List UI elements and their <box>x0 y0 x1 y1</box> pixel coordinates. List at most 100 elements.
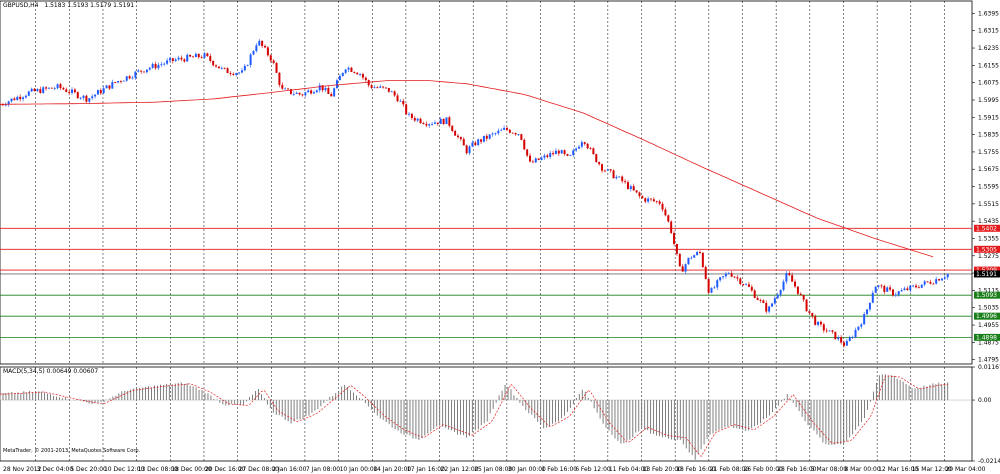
candle-body <box>454 130 457 136</box>
candle-body <box>370 85 373 88</box>
candle-body <box>217 66 220 69</box>
candle-body <box>722 276 725 278</box>
time-tick-label: 2 Jan 16:00 <box>272 466 306 473</box>
candle-body <box>845 340 848 346</box>
time-tick-label: 3 Dec 04:00 <box>37 466 74 473</box>
candle-body <box>529 155 532 162</box>
candle-body <box>47 87 50 89</box>
candle-body <box>834 331 837 340</box>
candle-body <box>497 130 500 134</box>
candle-body <box>33 88 36 92</box>
candle-body <box>266 47 269 56</box>
level-badges: 1.54021.53051.52091.51911.50931.49961.48… <box>974 224 1000 341</box>
candle-body <box>30 88 33 92</box>
candle-body <box>65 89 68 92</box>
candle-body <box>105 85 108 89</box>
candle-body <box>791 275 794 282</box>
level-badge <box>974 224 1000 232</box>
candle-body <box>903 288 906 291</box>
candle-body <box>494 133 497 135</box>
candle-body <box>713 287 716 289</box>
candle-body <box>416 118 419 121</box>
candle-body <box>615 176 618 179</box>
candle-body <box>667 215 670 222</box>
candle-body <box>255 45 258 52</box>
candle-body <box>278 72 281 85</box>
time-tick-label: 20 Dec 16:00 <box>205 466 246 473</box>
candle-body <box>580 142 583 147</box>
price-tick-label: 1.5915 <box>978 114 999 121</box>
candle-body <box>122 80 125 82</box>
candle-body <box>825 330 828 332</box>
time-tick-label: 26 Feb 00:00 <box>743 466 783 473</box>
candle-body <box>419 118 422 123</box>
candle-body <box>840 337 843 343</box>
candle-body <box>935 279 938 284</box>
candle-body <box>13 98 16 101</box>
candle-body <box>736 277 739 279</box>
candle-body <box>261 40 264 46</box>
candle-body <box>765 302 768 312</box>
candle-body <box>384 87 387 89</box>
time-tick-label: 28 Feb 16:00 <box>777 466 817 473</box>
candle-body <box>50 87 53 89</box>
candle-body <box>635 190 638 193</box>
time-tick-label: 13 Dec 08:00 <box>138 466 179 473</box>
candle-body <box>891 289 894 296</box>
macd-header: MACD(5,34,5) 0.00649 0.00607 <box>3 368 98 375</box>
candle-body <box>814 316 817 325</box>
candle-body <box>310 90 313 94</box>
candle-body <box>281 84 284 89</box>
candle-body <box>82 95 85 98</box>
candle-body <box>191 56 194 58</box>
candle-body <box>304 92 307 96</box>
candle-body <box>727 273 730 274</box>
candle-body <box>24 95 27 98</box>
level-badge-label: 1.5093 <box>976 292 997 299</box>
candle-body <box>338 75 341 81</box>
candle-body <box>915 285 918 288</box>
candle-body <box>91 96 94 99</box>
candle-body <box>292 93 295 95</box>
candle-body <box>459 137 462 140</box>
time-tick-label: 30 Jan 00:00 <box>508 466 546 473</box>
time-tick-label: 8 Mar 00:00 <box>844 466 880 473</box>
candle-body <box>4 104 7 106</box>
candle-body <box>145 69 148 73</box>
candle-body <box>189 54 192 57</box>
candle-body <box>603 170 606 172</box>
candle-body <box>410 113 413 118</box>
candle-body <box>390 91 393 93</box>
candle-body <box>88 98 91 102</box>
candle-body <box>491 133 494 135</box>
candle-body <box>549 153 552 157</box>
candle-body <box>652 199 655 202</box>
candle-body <box>707 279 710 293</box>
price-tick-label: 1.5755 <box>978 149 999 156</box>
candle-body <box>641 196 644 199</box>
candle-body <box>681 266 684 272</box>
candle-body <box>644 198 647 202</box>
candle-body <box>883 285 886 292</box>
candle-body <box>22 97 25 99</box>
candle-body <box>315 90 318 93</box>
candle-body <box>327 87 330 94</box>
level-badge <box>974 312 1000 320</box>
candle-body <box>468 146 471 154</box>
candle-body <box>794 281 797 287</box>
candle-body <box>906 288 909 291</box>
level-badge-label: 1.4996 <box>976 313 997 320</box>
candle-body <box>745 284 748 286</box>
candle-body <box>367 80 370 86</box>
candle-body <box>160 64 163 66</box>
level-badge <box>974 270 1000 278</box>
candle-body <box>868 302 871 310</box>
footer-copyright: MetaTrader, © 2001-2013, MetaQuotes Soft… <box>3 447 141 454</box>
candle-body <box>517 134 520 135</box>
candle-body <box>690 257 693 259</box>
candle-body <box>117 81 120 83</box>
candle-body <box>238 72 241 74</box>
candles <box>0 38 949 348</box>
candle-body <box>776 294 779 299</box>
